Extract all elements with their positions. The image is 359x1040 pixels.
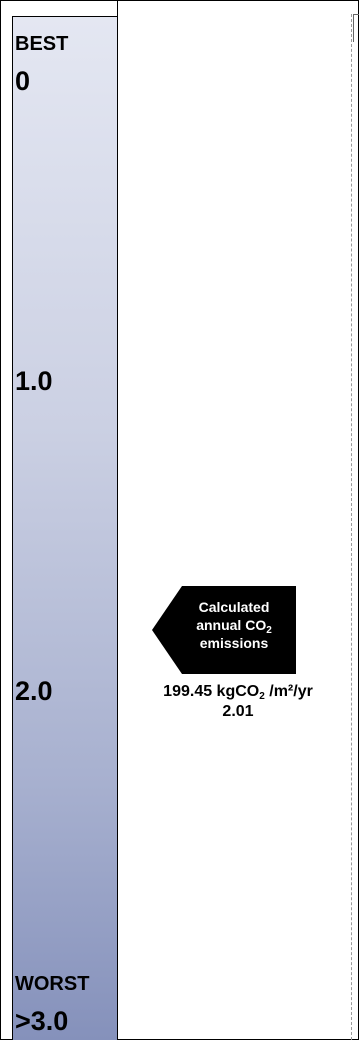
emission-value: 199.45 kgCO2 /m²/yr xyxy=(163,683,313,702)
left-arrow-icon xyxy=(152,586,296,674)
right-edge-corner xyxy=(353,14,359,42)
rating-value: 2.01 xyxy=(222,703,254,720)
marker-caption: Calculated annual CO2 emissions xyxy=(172,598,296,652)
scale-mark-1: 1.0 xyxy=(15,366,53,396)
rating-scale-bar xyxy=(12,16,117,1040)
scale-divider-line xyxy=(117,0,118,1040)
marker-caption-line3: emissions xyxy=(199,635,269,651)
right-edge-dashed-line xyxy=(351,14,352,1040)
marker-caption-line1: Calculated xyxy=(198,599,270,615)
best-label: BEST xyxy=(15,33,69,55)
worst-value: >3.0 xyxy=(15,1006,69,1036)
best-value: 0 xyxy=(15,66,31,96)
marker-caption-line2: annual CO2 xyxy=(196,617,272,636)
scale-mark-2: 2.0 xyxy=(15,676,53,706)
worst-label: WORST xyxy=(15,973,90,995)
calculated-emissions-marker: Calculated annual CO2 emissions xyxy=(152,586,296,674)
